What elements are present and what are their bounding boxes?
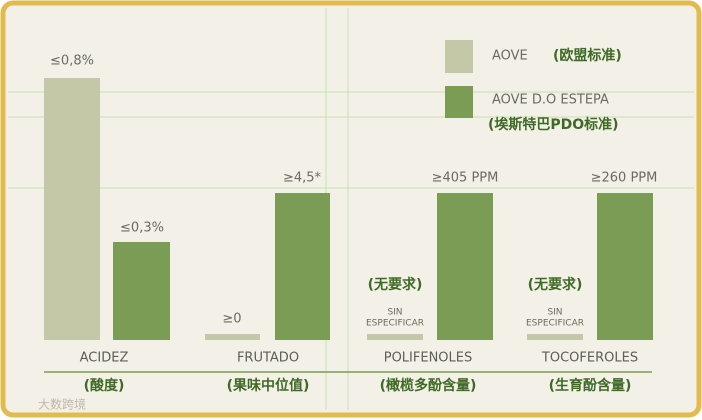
- legend-label: AOVE D.O ESTEPA: [492, 93, 609, 108]
- legend-note: (埃斯特巴PDO标准): [488, 116, 619, 133]
- legend-label: AOVE: [492, 49, 528, 64]
- bar-label: ≥260 PPM: [591, 171, 658, 186]
- bar: [113, 242, 170, 340]
- bar: [275, 193, 330, 340]
- legend-note: (欧盟标准): [553, 47, 622, 64]
- category-label-zh: (橄榄多酚含量): [380, 377, 477, 394]
- category-label-zh: (酸度): [84, 377, 125, 394]
- legend-swatch: [445, 40, 473, 73]
- bar-label: ≥405 PPM: [432, 171, 499, 186]
- bar-label: ESPECIFICAR: [366, 319, 424, 329]
- bar: [437, 193, 493, 340]
- category-label-zh: (果味中位值): [227, 377, 310, 394]
- category-label: TOCOFEROLES: [541, 351, 638, 366]
- note: (无要求): [368, 276, 423, 293]
- bar: [205, 334, 260, 340]
- category-label-zh: (生育酚含量): [549, 377, 632, 394]
- bar-label: ESPECIFICAR: [526, 319, 584, 329]
- watermark: 大数跨境: [38, 397, 86, 412]
- category-label: ACIDEZ: [80, 351, 129, 366]
- category-label: FRUTADO: [237, 351, 299, 366]
- bar-label: SIN: [547, 308, 562, 318]
- bar: [527, 334, 583, 340]
- bar-label: SIN: [387, 308, 402, 318]
- bar-label: ≤0,8%: [50, 54, 94, 69]
- bar-label: ≤0,3%: [120, 221, 164, 236]
- bar: [597, 193, 653, 340]
- bar: [44, 78, 100, 340]
- legend-swatch: [445, 86, 473, 118]
- category-label: POLIFENOLES: [384, 351, 473, 366]
- bar-label: ≥4,5*: [283, 171, 322, 186]
- bar-label: ≥0: [222, 312, 241, 327]
- bar: [367, 334, 423, 340]
- note: (无要求): [528, 276, 583, 293]
